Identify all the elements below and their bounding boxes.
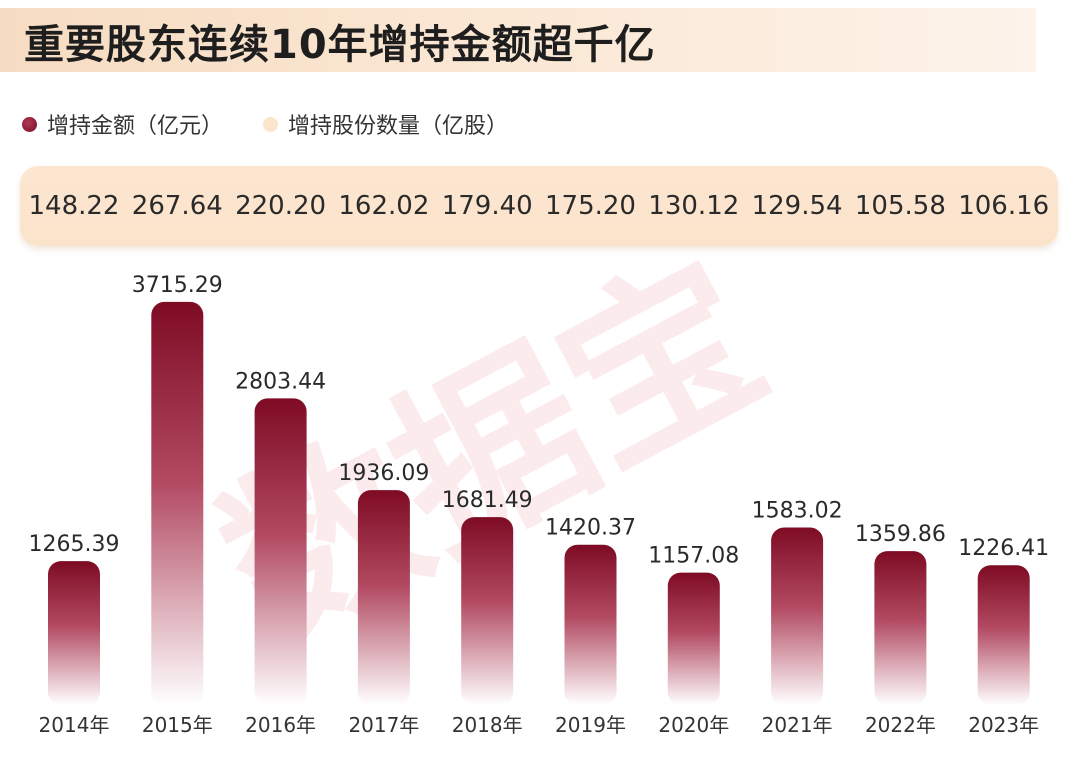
legend-item-shares: 增持股份数量（亿股） bbox=[263, 108, 508, 140]
bar-value-label-6: 1157.08 bbox=[648, 544, 739, 569]
x-tick-label-1: 2015年 bbox=[142, 713, 213, 737]
share-value-8: 105.58 bbox=[854, 191, 946, 221]
bar-value-label-9: 1226.41 bbox=[958, 536, 1049, 561]
bar-value-label-2: 2803.44 bbox=[235, 369, 326, 394]
legend-swatch-shares bbox=[263, 116, 279, 132]
chart-title: 重要股东连续10年增持金额超千亿 bbox=[24, 22, 656, 68]
x-tick-label-2: 2016年 bbox=[245, 713, 316, 737]
share-value-1: 267.64 bbox=[131, 191, 223, 221]
legend-label-shares: 增持股份数量（亿股） bbox=[288, 114, 509, 139]
bar-2 bbox=[254, 398, 307, 705]
bar-8 bbox=[874, 551, 927, 705]
x-tick-label-4: 2018年 bbox=[452, 713, 523, 737]
share-value-2: 220.20 bbox=[235, 191, 327, 221]
x-tick-label-5: 2019年 bbox=[555, 713, 626, 737]
share-value-4: 179.40 bbox=[441, 191, 533, 221]
bar-value-label-7: 1583.02 bbox=[752, 499, 843, 524]
shares-band bbox=[20, 166, 1058, 246]
bar-3 bbox=[357, 490, 410, 705]
bar-value-label-1: 3715.29 bbox=[132, 273, 223, 298]
x-tick-label-0: 2014年 bbox=[39, 713, 110, 737]
bar-5 bbox=[564, 544, 617, 705]
bar-value-label-5: 1420.37 bbox=[545, 516, 636, 541]
share-value-5: 175.20 bbox=[545, 191, 636, 221]
share-value-6: 130.12 bbox=[648, 191, 740, 221]
x-tick-label-9: 2023年 bbox=[968, 713, 1039, 737]
share-value-9: 106.16 bbox=[958, 191, 1050, 221]
x-tick-label-3: 2017年 bbox=[348, 713, 419, 737]
share-value-7: 129.54 bbox=[751, 191, 843, 221]
legend: 增持金额（亿元） 增持股份数量（亿股） bbox=[22, 108, 548, 140]
bar-value-label-8: 1359.86 bbox=[855, 522, 946, 547]
bar-4 bbox=[461, 517, 514, 705]
share-value-0: 148.22 bbox=[28, 191, 120, 221]
bar-9 bbox=[977, 565, 1030, 705]
bar-value-label-3: 1936.09 bbox=[338, 461, 429, 486]
bar-7 bbox=[771, 527, 824, 705]
x-tick-label-7: 2021年 bbox=[762, 713, 833, 737]
legend-item-amount: 增持金额（亿元） bbox=[22, 108, 223, 140]
x-tick-label-6: 2020年 bbox=[658, 713, 729, 737]
share-value-3: 162.02 bbox=[338, 191, 430, 221]
legend-swatch-amount bbox=[22, 116, 37, 132]
bar-value-label-4: 1681.49 bbox=[442, 488, 533, 513]
bar-6 bbox=[667, 572, 720, 705]
bar-value-label-0: 1265.39 bbox=[29, 532, 120, 557]
legend-label-amount: 增持金额（亿元） bbox=[47, 114, 224, 139]
x-tick-label-8: 2022年 bbox=[865, 713, 936, 737]
bar-1 bbox=[151, 301, 204, 705]
title-band bbox=[0, 8, 1036, 72]
bar-0 bbox=[48, 561, 100, 705]
